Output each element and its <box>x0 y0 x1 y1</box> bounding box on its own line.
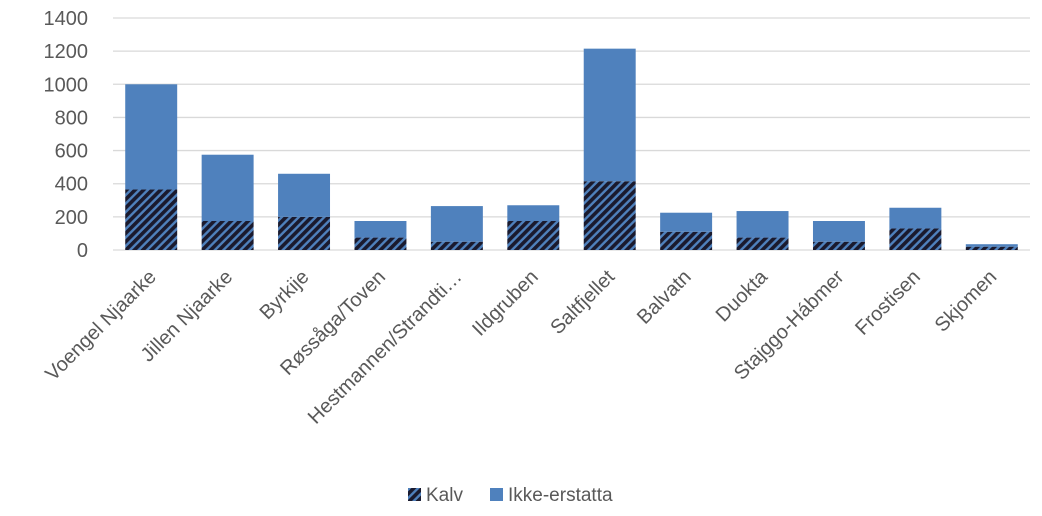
bar-segment-kalv <box>201 221 254 250</box>
gridlines <box>113 17 1030 251</box>
bar-segment-ikke-erstatta <box>354 221 407 238</box>
bar-segment-ikke-erstatta <box>278 173 331 217</box>
x-category-label: Duokta <box>712 265 773 326</box>
bar-segment-kalv <box>507 221 560 250</box>
bar-segment-kalv <box>354 237 407 250</box>
bar-segment-kalv <box>889 228 942 250</box>
y-tick-label: 1000 <box>44 74 89 96</box>
bar-segment-ikke-erstatta <box>125 84 178 190</box>
y-tick-label: 800 <box>55 107 88 129</box>
bar-segment-ikke-erstatta <box>736 211 789 238</box>
bar-segment-kalv <box>125 189 178 250</box>
y-tick-label: 1400 <box>44 8 89 30</box>
bar-segment-kalv <box>812 241 865 250</box>
legend-label-kalv: Kalv <box>426 485 463 506</box>
x-category-label: Ildgruben <box>468 266 543 341</box>
bar-segment-ikke-erstatta <box>965 244 1018 247</box>
y-tick-label: 0 <box>77 240 88 262</box>
bar-segment-ikke-erstatta <box>201 154 254 221</box>
legend-swatch-ikke-erstatta <box>490 488 503 501</box>
bar-segment-kalv <box>660 231 713 250</box>
y-tick-label: 200 <box>55 207 88 229</box>
y-tick-label: 600 <box>55 141 88 163</box>
bar-segment-ikke-erstatta <box>660 212 713 232</box>
bars <box>125 48 1018 250</box>
bar-segment-ikke-erstatta <box>430 206 483 242</box>
bar-segment-ikke-erstatta <box>507 205 560 221</box>
x-category-label: Balvatn <box>633 266 696 329</box>
x-category-label: Byrkije <box>256 266 314 324</box>
y-axis: 0 200 400 600 800 1000 1200 1400 <box>44 8 89 262</box>
legend-label-ikke-erstatta: Ikke-erstatta <box>508 485 613 506</box>
bar-segment-ikke-erstatta <box>583 48 636 182</box>
bar-segment-ikke-erstatta <box>812 221 865 242</box>
bar-segment-kalv <box>736 237 789 250</box>
x-category-label: Saltfjellet <box>546 266 619 339</box>
x-category-label: Hestmannen/Strandti… <box>304 266 467 429</box>
bar-segment-kalv <box>278 216 331 250</box>
legend-swatch-kalv <box>408 488 421 501</box>
bar-segment-kalv <box>583 181 636 250</box>
x-category-label: Frostisen <box>851 266 925 340</box>
y-tick-label: 1200 <box>44 41 89 63</box>
y-tick-label: 400 <box>55 174 88 196</box>
x-category-label: Voengel Njaarke <box>41 266 160 385</box>
bar-segment-kalv <box>430 241 483 250</box>
bar-segment-kalv <box>965 246 1018 250</box>
legend: Kalv Ikke-erstatta <box>408 485 613 506</box>
bar-segment-ikke-erstatta <box>889 207 942 229</box>
x-category-label: Skjomen <box>931 266 1002 337</box>
